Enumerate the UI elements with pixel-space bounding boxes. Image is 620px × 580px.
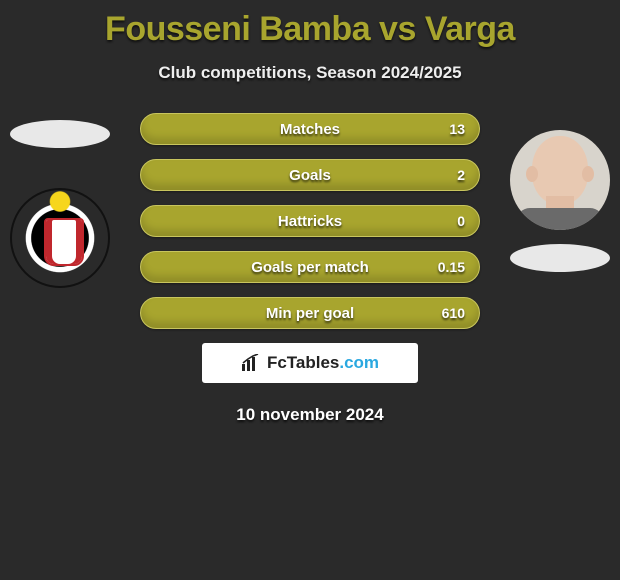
stat-row: Hattricks 0 [140,205,480,237]
stat-value-right: 13 [449,121,465,137]
stat-label: Goals [289,167,331,184]
brand-text: FcTables.com [267,353,379,373]
brand-badge: FcTables.com [202,343,418,383]
club-crest-icon [10,188,110,288]
brand-prefix: Fc [267,353,287,372]
stat-value-right: 0.15 [438,259,465,275]
stat-label: Matches [280,121,340,138]
player-left-placeholder-ellipse [10,120,110,148]
stat-row: Goals 2 [140,159,480,191]
player-right-avatar [510,130,610,230]
stat-value-right: 610 [442,305,465,321]
player-right-panel [500,120,620,272]
stat-row: Goals per match 0.15 [140,251,480,283]
stat-label: Goals per match [251,259,369,276]
bars-icon [241,354,261,372]
stat-row: Min per goal 610 [140,297,480,329]
brand-mid: Tables [287,353,340,372]
avatar-head-shape [532,136,588,204]
date-text: 10 november 2024 [0,405,620,425]
stat-row: Matches 13 [140,113,480,145]
stat-value-right: 0 [457,213,465,229]
avatar-shirt-shape [516,208,604,230]
avatar-ear-shape [526,166,538,182]
stat-label: Hattricks [278,213,342,230]
subtitle: Club competitions, Season 2024/2025 [0,63,620,83]
avatar-ear-shape [582,166,594,182]
player-right-placeholder-ellipse [510,244,610,272]
player-left-panel [0,120,120,288]
brand-suffix: .com [339,353,379,372]
page-title: Fousseni Bamba vs Varga [0,0,620,49]
stats-container: Matches 13 Goals 2 Hattricks 0 Goals per… [140,113,480,329]
stat-label: Min per goal [266,305,354,322]
stat-value-right: 2 [457,167,465,183]
